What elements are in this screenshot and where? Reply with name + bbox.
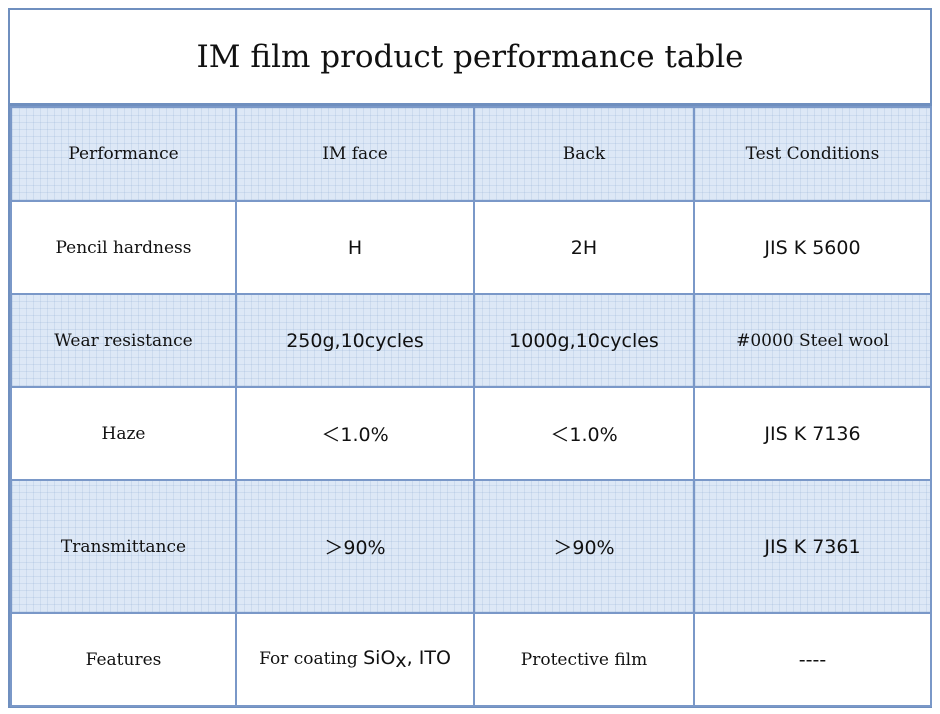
- table-cell: Protective film: [473, 612, 695, 707]
- table-cell: H: [235, 200, 475, 295]
- table-cell: JIS K 5600: [693, 200, 932, 295]
- table-cell: 1000g,10cycles: [473, 293, 695, 388]
- header-cell: Back: [473, 106, 695, 202]
- table-cell: JIS K 7136: [693, 386, 932, 481]
- table-row: Wear resistance 250g,10cycles 1000g,10cy…: [10, 293, 932, 388]
- header-cell: IM face: [235, 106, 475, 202]
- table-cell: ＞90%: [235, 479, 475, 614]
- table-row: Pencil hardness H 2H JIS K 5600: [10, 200, 932, 295]
- sio-subscript: x: [395, 650, 407, 672]
- coating-suffix: , ITO: [406, 647, 451, 669]
- coating-prefix: For coating: [259, 649, 364, 669]
- performance-table: Performance IM face Back Test Conditions…: [10, 106, 932, 707]
- header-cell: Performance: [10, 106, 237, 202]
- table-cell: 250g,10cycles: [235, 293, 475, 388]
- sio-text: SiO: [363, 647, 396, 669]
- table-cell: ----: [693, 612, 932, 707]
- table-cell: ＞90%: [473, 479, 695, 614]
- row-label: Haze: [10, 386, 237, 481]
- table-row: Haze ＜1.0% ＜1.0% JIS K 7136: [10, 386, 932, 481]
- row-label: Pencil hardness: [10, 200, 237, 295]
- header-cell: Test Conditions: [693, 106, 932, 202]
- table-header-row: Performance IM face Back Test Conditions: [10, 106, 932, 202]
- row-label: Transmittance: [10, 479, 237, 614]
- row-label: Features: [10, 612, 237, 707]
- features-im-face-cell: For coating SiOx, ITO: [235, 612, 475, 707]
- table-row: Transmittance ＞90% ＞90% JIS K 7361: [10, 479, 932, 614]
- performance-table-frame: IM film product performance table Perfor…: [8, 8, 932, 708]
- table-cell: ＜1.0%: [473, 386, 695, 481]
- row-label: Wear resistance: [10, 293, 237, 388]
- table-cell: JIS K 7361: [693, 479, 932, 614]
- table-row: Features For coating SiOx, ITO Protectiv…: [10, 612, 932, 707]
- table-cell: ＜1.0%: [235, 386, 475, 481]
- table-cell: 2H: [473, 200, 695, 295]
- table-cell: #0000 Steel wool: [693, 293, 932, 388]
- table-title: IM film product performance table: [10, 10, 930, 106]
